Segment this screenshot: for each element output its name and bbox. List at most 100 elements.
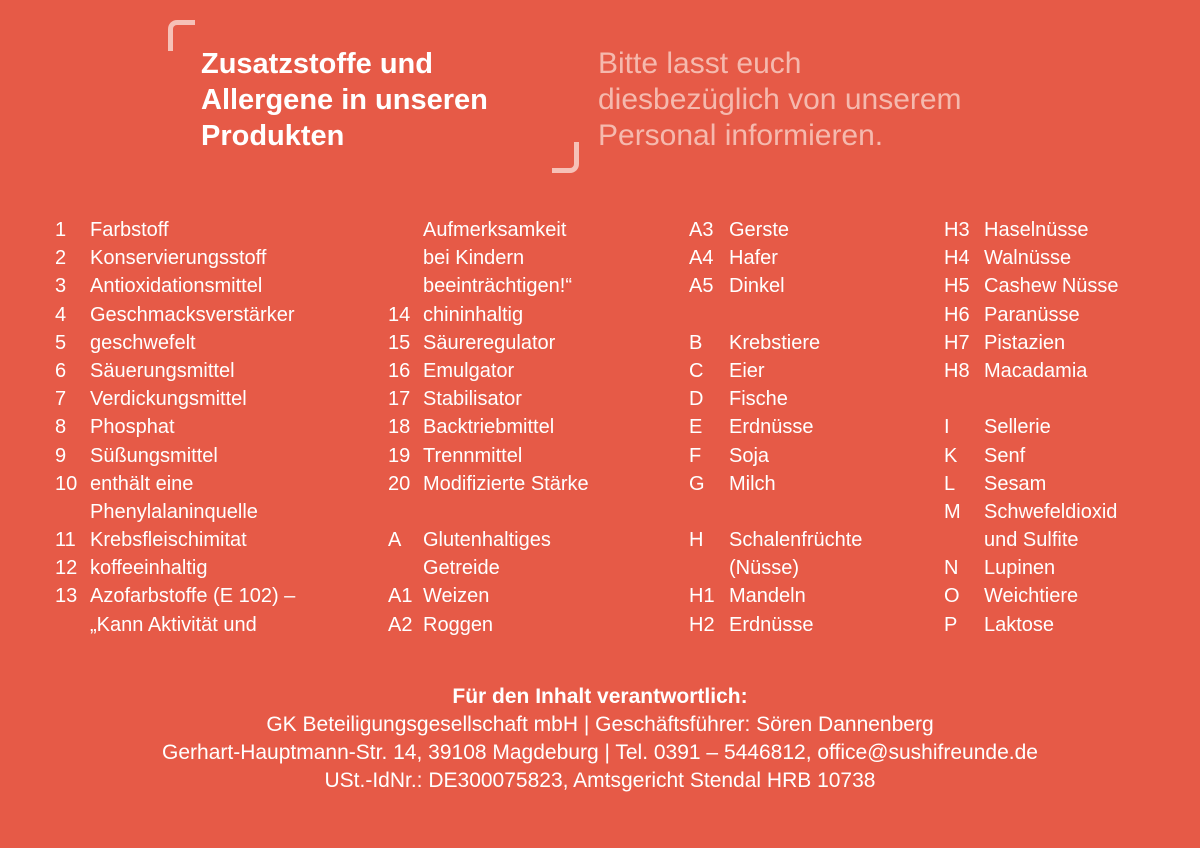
legend-code: O (944, 585, 960, 608)
legend-code (388, 244, 423, 272)
legend-code: H4 (944, 247, 970, 270)
legend-row: A Glutenhaltiges (388, 526, 589, 554)
bracket-bottom-right-icon (552, 142, 579, 173)
legend-code: 16 (388, 359, 411, 382)
footer-heading: Für den Inhalt verantwortlich: (452, 685, 748, 708)
legend-row: 3 Antioxidationsmittel (55, 272, 295, 300)
legend-row: H8 Macadamia (944, 357, 1119, 385)
legend-row: P Laktose (944, 611, 1119, 639)
legend-row (944, 385, 1119, 413)
legend-row: F Soja (689, 442, 862, 470)
legend-label: Getreide (423, 557, 500, 580)
legend-code (55, 498, 90, 526)
legend-code: N (944, 557, 959, 580)
legend-code: B (689, 331, 703, 354)
legend-code (944, 526, 984, 554)
legend-code: 19 (388, 444, 411, 467)
legend-row (388, 498, 589, 526)
legend-row: 11 Krebsfleischimitat (55, 526, 295, 554)
legend-row: beeinträchtigen!“ (388, 272, 589, 300)
legend-code (388, 498, 423, 526)
legend-label: Hafer (729, 247, 778, 270)
legend-code (689, 301, 729, 329)
legend-code (388, 272, 423, 300)
legend-label: Säureregulator (423, 331, 556, 354)
legend-label: „Kann Aktivität und (90, 613, 257, 636)
legend-code: 10 (55, 472, 78, 495)
subtitle: Bitte lasst euch diesbezüglich von unser… (598, 46, 962, 154)
legend-code: H8 (944, 359, 970, 382)
legend-row: E Erdnüsse (689, 413, 862, 441)
legend-label: (Nüsse) (729, 557, 800, 580)
legend-row: 6 Säuerungsmittel (55, 357, 295, 385)
legend-row: 20 Modifizierte Stärke (388, 470, 589, 498)
legend-row: I Sellerie (944, 413, 1119, 441)
legend-label: Modifizierte Stärke (423, 472, 589, 495)
legend-label: Weichtiere (984, 585, 1079, 608)
legend-code: 2 (55, 247, 67, 270)
legend-label: Krebsfleischimitat (90, 529, 247, 552)
legend-row: M Schwefeldioxid (944, 498, 1119, 526)
legend-row: H4 Walnüsse (944, 244, 1119, 272)
legend-label: Azofarbstoffe (E 102) – (90, 585, 296, 608)
legend-code: E (689, 416, 703, 439)
legend-label: Verdickungsmittel (90, 388, 247, 411)
legend-row: H5 Cashew Nüsse (944, 272, 1119, 300)
legend-label: Süßungsmittel (90, 444, 218, 467)
legend-code: A4 (689, 247, 714, 270)
legend-row: 18 Backtriebmittel (388, 413, 589, 441)
subtitle-line: Bitte lasst euch (598, 47, 802, 80)
legend-code: 15 (388, 331, 411, 354)
legend-label: Pistazien (984, 331, 1066, 354)
legend-label: Eier (729, 359, 765, 382)
legend-row: Aufmerksamkeit (388, 216, 589, 244)
legend-label: Farbstoff (90, 219, 169, 241)
legend-code: F (689, 444, 702, 467)
legend-code: 7 (55, 388, 67, 411)
title-block: Zusatzstoffe und Allergene in unseren Pr… (168, 20, 579, 176)
legend-code: 12 (55, 557, 78, 580)
legend-row (689, 301, 862, 329)
legend-label: Gerste (729, 219, 790, 241)
legend-row: H2 Erdnüsse (689, 611, 862, 639)
legend-label: Erdnüsse (729, 613, 814, 636)
legend-label: Schwefeldioxid (984, 500, 1118, 523)
legend-row: H3 Haselnüsse (944, 216, 1119, 244)
legend-code: D (689, 388, 704, 411)
legend-label: Walnüsse (984, 247, 1072, 270)
legend-row: und Sulfite (944, 526, 1119, 554)
legend-code: A5 (689, 275, 714, 298)
legend-row: 1 Farbstoff (55, 216, 295, 244)
legend-row: H Schalenfrüchte (689, 526, 862, 554)
legend-code: H1 (689, 585, 715, 608)
legend-code: 14 (388, 303, 411, 326)
legend-label: Milch (729, 472, 776, 495)
legend-label: Geschmacksverstärker (90, 303, 295, 326)
legend-code: C (689, 359, 704, 382)
title-line: Zusatzstoffe und (201, 48, 433, 80)
legend-code: G (689, 472, 705, 495)
legend-label: enthält eine (90, 472, 194, 495)
legend-code (944, 385, 984, 413)
legend-code: H2 (689, 613, 715, 636)
legend-row: A3 Gerste (689, 216, 862, 244)
legend-row: B Krebstiere (689, 329, 862, 357)
legend-label: Sesam (984, 472, 1047, 495)
bracket-top-left-icon (168, 20, 195, 51)
legend-code: K (944, 444, 958, 467)
legend-code: 11 (55, 529, 76, 552)
legend-row: N Lupinen (944, 554, 1119, 582)
legend-label: Mandeln (729, 585, 806, 608)
legend-code: H7 (944, 331, 970, 354)
legend-row: 16 Emulgator (388, 357, 589, 385)
legend-code: P (944, 613, 958, 636)
legend-label: Backtriebmittel (423, 416, 555, 439)
legend-code: 3 (55, 275, 67, 298)
legend-row: 5 geschwefelt (55, 329, 295, 357)
legend-label: geschwefelt (90, 331, 196, 354)
legend-row: bei Kindern (388, 244, 589, 272)
legend-row: A5 Dinkel (689, 272, 862, 300)
legend-label: Lupinen (984, 557, 1056, 580)
legend-code: 9 (55, 444, 67, 467)
legend-label: Paranüsse (984, 303, 1080, 326)
